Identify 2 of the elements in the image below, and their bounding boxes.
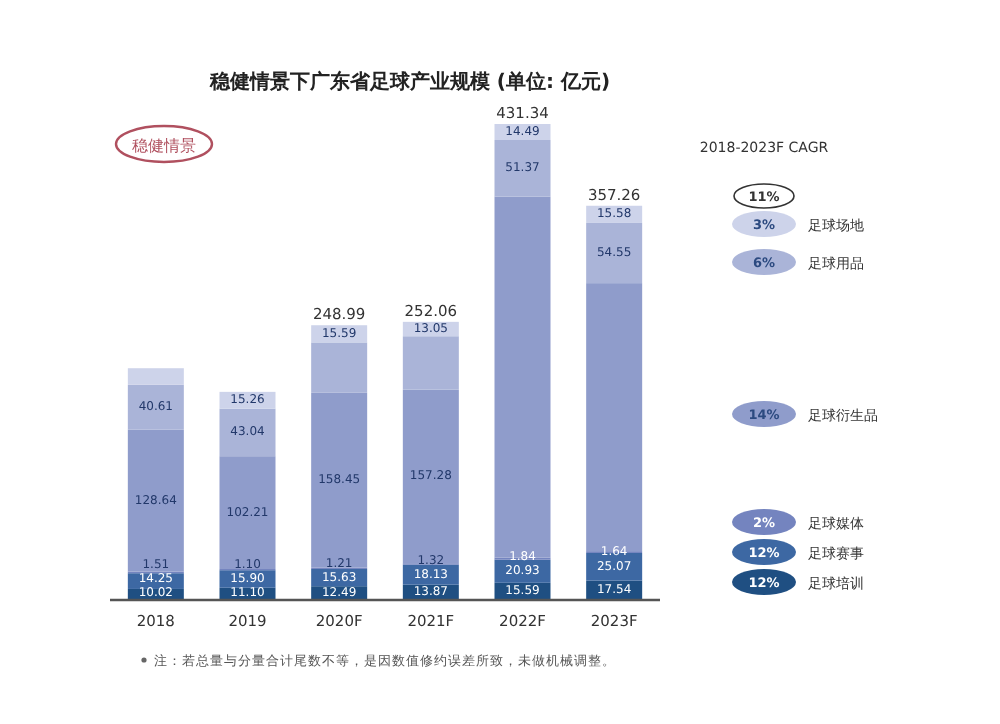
- chart-title: 稳健情景下广东省足球产业规模 (单位: 亿元): [207, 70, 611, 94]
- annotation: 稳健情景: [132, 137, 196, 155]
